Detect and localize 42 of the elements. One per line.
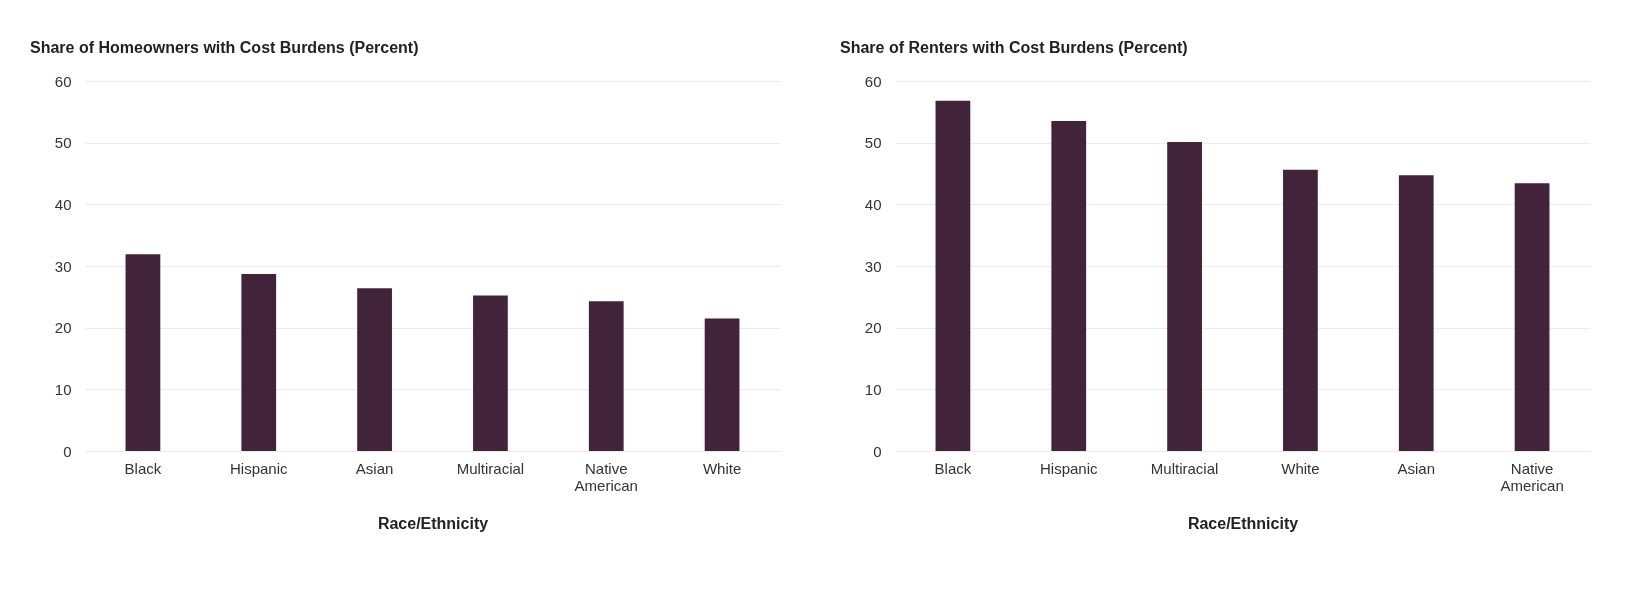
x-tick-label: Hispanic <box>229 459 289 477</box>
y-tick-label: 10 <box>54 380 72 398</box>
bar <box>241 274 277 451</box>
y-tick-label: 60 <box>54 72 72 90</box>
x-tick-label: Asian <box>1397 459 1436 477</box>
bar <box>1167 142 1202 451</box>
x-tick-label: Asian <box>355 459 394 477</box>
y-tick-label: 30 <box>864 257 882 275</box>
bar <box>1051 121 1087 451</box>
bar <box>125 254 161 451</box>
y-tick-label: 20 <box>864 319 882 337</box>
y-tick-label: 40 <box>54 195 72 213</box>
x-tick-label: White <box>1281 459 1320 477</box>
y-tick-label: 50 <box>54 134 72 152</box>
y-tick-label: 0 <box>63 442 72 460</box>
x-axis-title: Race/Ethnicity <box>377 514 489 532</box>
x-tick-label: White <box>702 459 742 477</box>
x-tick-label: Black <box>934 459 972 477</box>
bar <box>1514 183 1550 451</box>
bar <box>357 288 392 451</box>
x-tick-label: Hispanic <box>1039 459 1099 477</box>
x-tick-label: Native American <box>574 459 638 494</box>
chart-title: Share of Homeowners with Cost Burdens (Percent) <box>30 39 419 56</box>
x-tick-label: Multiracial <box>456 459 525 477</box>
y-tick-label: 0 <box>873 442 882 460</box>
x-tick-label: Black <box>124 459 162 477</box>
x-axis-title: Race/Ethnicity <box>1187 514 1299 532</box>
y-tick-label: 50 <box>864 134 882 152</box>
bar <box>588 301 624 451</box>
bar <box>1283 169 1318 451</box>
bar <box>935 100 971 451</box>
bar <box>704 318 740 451</box>
bar <box>1398 175 1434 451</box>
y-tick-label: 10 <box>864 380 882 398</box>
x-tick-label: Native American <box>1500 459 1564 494</box>
y-tick-label: 40 <box>864 195 882 213</box>
y-tick-label: 20 <box>54 319 72 337</box>
x-tick-label: Multiracial <box>1150 459 1219 477</box>
chart-title: Share of Renters with Cost Burdens (Percent) <box>840 39 1188 56</box>
y-tick-label: 60 <box>864 72 882 90</box>
bar <box>473 295 508 451</box>
y-tick-label: 30 <box>54 257 72 275</box>
